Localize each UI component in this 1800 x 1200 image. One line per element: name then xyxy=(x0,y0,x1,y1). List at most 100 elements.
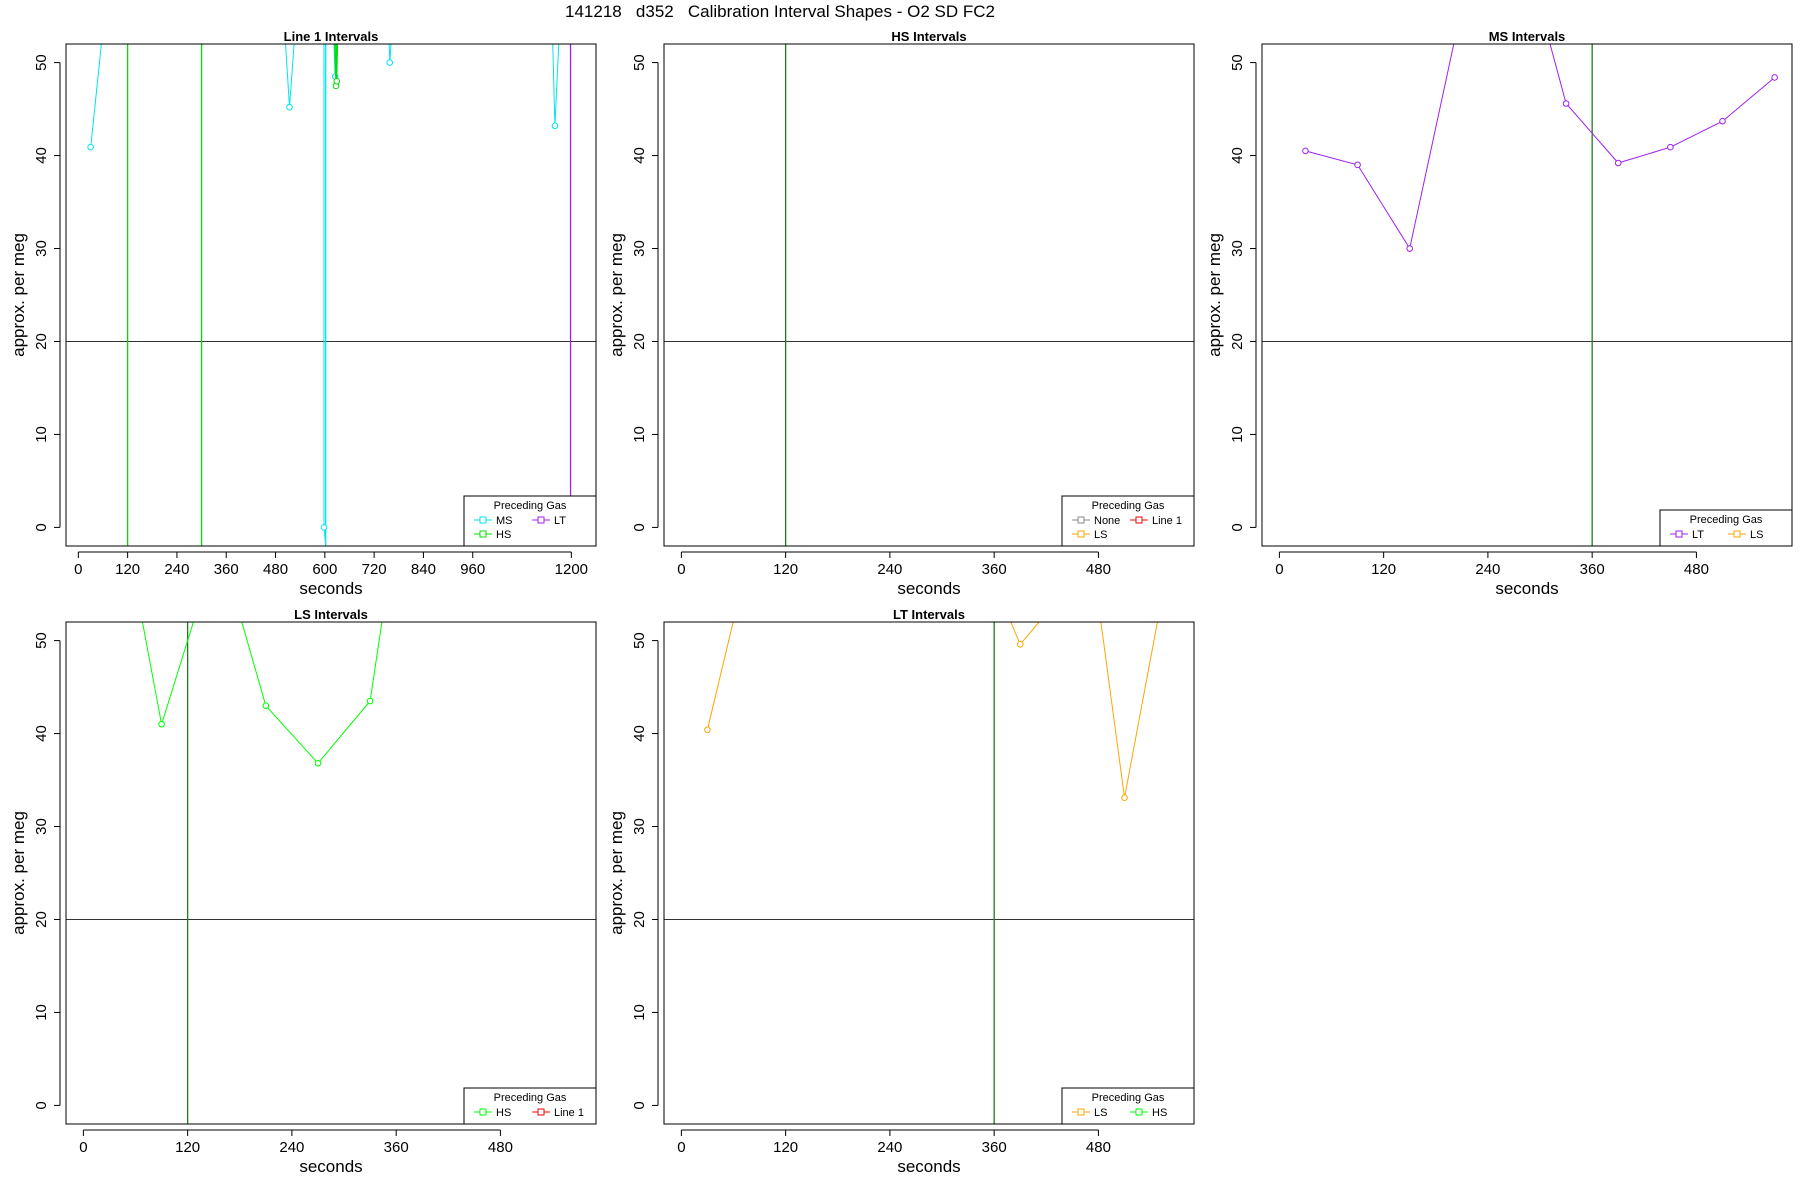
x-tick-label: 360 xyxy=(384,1139,409,1156)
legend-swatch-marker xyxy=(537,1108,545,1116)
legend: Preceding Gas LS HS xyxy=(1061,1087,1195,1125)
x-tick-label: 0 xyxy=(1275,561,1283,578)
y-tick-label: 40 xyxy=(631,147,648,164)
legend-label: LS xyxy=(1094,1107,1107,1119)
legend-swatch-marker xyxy=(537,516,545,524)
x-tick-label: 120 xyxy=(773,561,798,578)
legend-label: LS xyxy=(1094,529,1107,541)
data-point xyxy=(286,103,293,111)
legend-swatch-marker xyxy=(1135,1108,1143,1116)
x-tick-label: 240 xyxy=(279,1139,304,1156)
legend: Preceding Gas MS LT HS xyxy=(463,495,597,547)
x-axis-label: seconds xyxy=(897,579,960,598)
ms-intervals-panel: MS Intervals 0 120 240 360 480 seconds 0 10 20 30 4… xyxy=(1205,29,1793,598)
y-tick-label: 50 xyxy=(631,632,648,649)
y-tick-label: 20 xyxy=(33,911,50,928)
y-tick-label: 40 xyxy=(631,725,648,742)
legend-label: Line 1 xyxy=(1152,515,1182,527)
legend-label: MS xyxy=(496,515,513,527)
panel-title: LS Intervals xyxy=(294,607,368,622)
page-title: 141218 d352 Calibration Interval Shapes … xyxy=(565,2,995,21)
data-point xyxy=(314,760,322,767)
legend: Preceding Gas LT LS xyxy=(1659,509,1793,547)
x-tick-label: 240 xyxy=(877,1139,902,1156)
legend-title: Preceding Gas xyxy=(1092,500,1165,512)
y-axis: 0 10 20 30 40 50 xyxy=(33,54,61,532)
data-point xyxy=(262,702,270,709)
plot-content xyxy=(87,44,572,546)
legend-label: LT xyxy=(1692,529,1704,541)
x-axis: 0 120 240 360 480 xyxy=(677,1129,1111,1156)
x-axis: 0 120 240 360 480 xyxy=(1275,551,1709,578)
y-axis-label: approx. per meg xyxy=(9,811,28,935)
y-tick-label: 10 xyxy=(631,426,648,443)
plot-content xyxy=(704,622,1158,1124)
x-tick-label: 480 xyxy=(1086,1139,1111,1156)
legend-title: Preceding Gas xyxy=(1092,1092,1165,1104)
data-point xyxy=(366,697,374,705)
legend-swatch-marker xyxy=(1675,530,1683,538)
y-tick-label: 50 xyxy=(33,54,50,71)
x-tick-label: 120 xyxy=(1371,561,1396,578)
x-tick-label: 840 xyxy=(411,561,436,578)
legend-label: LT xyxy=(554,515,566,527)
x-tick-label: 480 xyxy=(1086,561,1111,578)
y-tick-label: 40 xyxy=(33,725,50,742)
y-tick-label: 10 xyxy=(631,1004,648,1021)
y-tick-label: 30 xyxy=(1229,240,1246,257)
x-tick-label: 960 xyxy=(460,561,485,578)
data-point xyxy=(87,143,94,151)
legend-label: LS xyxy=(1750,529,1763,541)
y-tick-label: 30 xyxy=(33,240,50,257)
x-tick-label: 360 xyxy=(982,1139,1007,1156)
plot-content xyxy=(1302,44,1778,546)
x-tick-label: 360 xyxy=(982,561,1007,578)
x-axis-label: seconds xyxy=(897,1157,960,1176)
x-tick-label: 120 xyxy=(773,1139,798,1156)
x-tick-label: 240 xyxy=(1475,561,1500,578)
x-tick-label: 480 xyxy=(263,561,288,578)
x-axis-label: seconds xyxy=(299,579,362,598)
data-point xyxy=(158,720,165,728)
legend: Preceding Gas None Line 1 LS xyxy=(1061,495,1195,547)
y-tick-label: 10 xyxy=(1229,426,1246,443)
hs-intervals-panel: HS Intervals 0 120 240 360 480 seconds 0 10 20 30 4… xyxy=(607,29,1195,598)
legend-label: None xyxy=(1094,515,1120,527)
legend-label: HS xyxy=(496,529,511,541)
x-tick-label: 120 xyxy=(115,561,140,578)
data-point xyxy=(1614,159,1622,167)
line1-intervals-panel: Line 1 Intervals 0 120 240 360 480 600 720 840 96… xyxy=(9,29,597,598)
panel-title: MS Intervals xyxy=(1489,29,1566,44)
data-point xyxy=(386,59,394,66)
data-point xyxy=(1719,117,1726,125)
ls-intervals-panel: LS Intervals 0 120 240 360 480 seconds 0 10 20 30 4… xyxy=(9,607,597,1176)
legend-title: Preceding Gas xyxy=(1690,514,1763,526)
legend-swatch-marker xyxy=(1733,530,1741,538)
panel-title: Line 1 Intervals xyxy=(284,29,379,44)
data-point xyxy=(320,524,328,531)
y-tick-label: 10 xyxy=(33,426,50,443)
x-tick-label: 0 xyxy=(677,1139,685,1156)
legend-label: Line 1 xyxy=(554,1107,584,1119)
x-tick-label: 360 xyxy=(214,561,239,578)
lt-intervals-panel: LT Intervals 0 120 240 360 480 seconds 0 10 20 30 4… xyxy=(607,607,1195,1176)
legend-title: Preceding Gas xyxy=(494,500,567,512)
x-tick-label: 120 xyxy=(175,1139,200,1156)
legend-swatch-marker xyxy=(1135,516,1143,524)
y-tick-label: 0 xyxy=(33,1101,50,1109)
x-tick-label: 480 xyxy=(488,1139,513,1156)
y-tick-label: 50 xyxy=(631,54,648,71)
y-axis-label: approx. per meg xyxy=(1205,233,1224,357)
series-line-0 xyxy=(706,622,734,730)
panel-title: HS Intervals xyxy=(891,29,966,44)
plot-frame xyxy=(65,621,597,1125)
data-point xyxy=(1121,794,1128,801)
y-tick-label: 0 xyxy=(1229,523,1246,531)
x-tick-label: 0 xyxy=(74,561,82,578)
y-tick-label: 40 xyxy=(1229,147,1246,164)
y-tick-label: 0 xyxy=(33,523,50,531)
legend-swatch-marker xyxy=(1077,1108,1085,1116)
legend-box xyxy=(1659,509,1793,547)
legend-box xyxy=(463,1087,597,1125)
x-tick-label: 0 xyxy=(79,1139,87,1156)
